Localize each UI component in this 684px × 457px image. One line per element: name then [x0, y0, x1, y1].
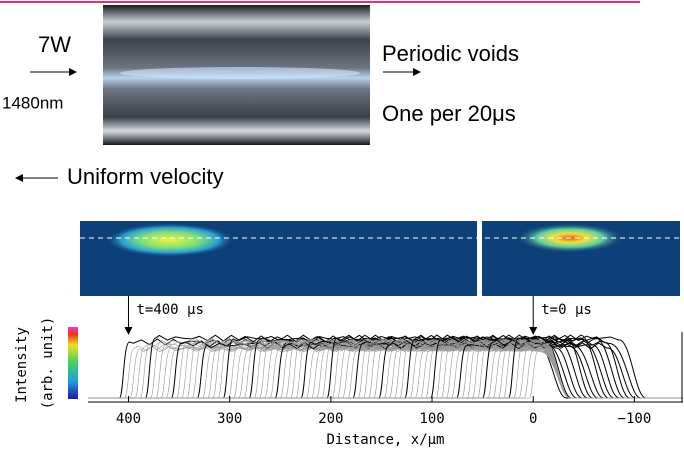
y-label: Intensity — [14, 327, 30, 403]
power-label: 7W — [38, 32, 71, 57]
annotation: t=400 μs — [136, 302, 203, 318]
trace — [88, 341, 683, 399]
trace — [88, 337, 683, 399]
wavelength-label: 1480nm — [2, 93, 63, 112]
trace — [88, 339, 683, 399]
x-label: Distance, x/μm — [326, 432, 444, 448]
trace — [88, 345, 683, 399]
x-tick-label: −100 — [618, 411, 652, 427]
x-tick-label: 400 — [116, 411, 141, 427]
colorbar — [68, 327, 78, 399]
plot: 400 300 200 100 0 −100 Distance, x/μm t=400 μs t… — [88, 296, 683, 448]
colorbar-label: (arb. unit) — [40, 317, 56, 410]
trace — [88, 334, 683, 399]
void-trail — [120, 67, 360, 79]
x-tick-label: 300 — [217, 411, 242, 427]
velocity-label: Uniform velocity — [67, 164, 223, 189]
x-tick-label: 100 — [419, 411, 444, 427]
x-tick-label: 0 — [529, 411, 537, 427]
voids-label: Periodic voids — [382, 41, 519, 66]
trace — [88, 338, 683, 399]
trace — [88, 338, 683, 399]
annotation: t=0 μs — [541, 302, 592, 318]
trace — [88, 340, 683, 399]
rate-label: One per 20μs — [382, 101, 516, 126]
x-tick-label: 200 — [318, 411, 343, 427]
hot-spot — [105, 223, 235, 257]
